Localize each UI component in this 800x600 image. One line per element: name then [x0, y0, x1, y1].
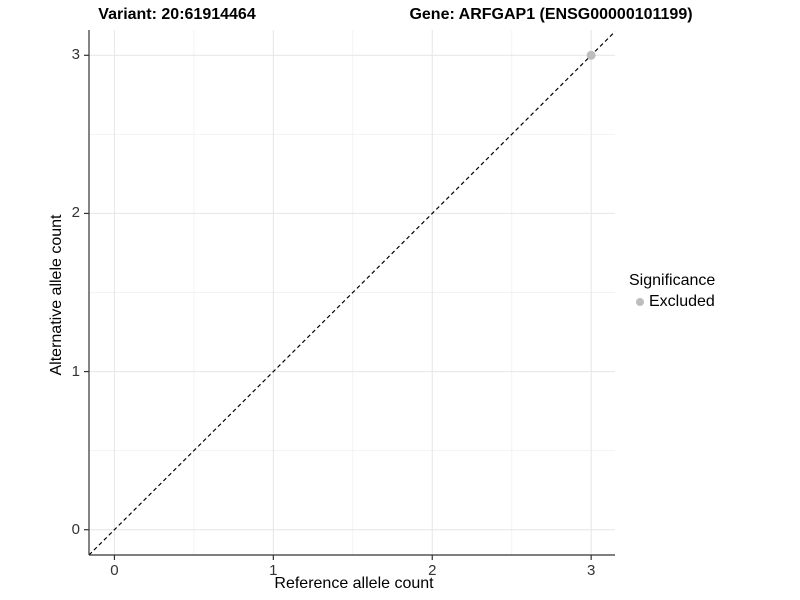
x-tick-label: 0 [110, 562, 119, 579]
x-tick-label: 3 [586, 562, 596, 579]
y-axis-title: Alternative allele count [48, 214, 65, 376]
legend-title: Significance [629, 272, 716, 289]
gene-title: Gene: ARFGAP1 (ENSG00000101199) [409, 6, 693, 23]
legend-item-label: Excluded [649, 293, 715, 310]
x-axis-title: Reference allele count [274, 575, 434, 592]
y-tick-label: 0 [71, 520, 80, 538]
excluded-point-icon [636, 298, 644, 306]
x-tick-label: 1 [269, 562, 278, 579]
y-tick-label: 1 [71, 362, 80, 380]
plot-panel [84, 30, 616, 560]
x-tick-label: 2 [428, 562, 437, 579]
variant-title: Variant: 20:61914464 [98, 6, 256, 23]
data-point-excluded [586, 50, 596, 60]
legend: Significance Excluded [629, 272, 715, 311]
identity-line [88, 31, 616, 556]
legend-item-excluded: Excluded [629, 293, 715, 311]
y-tick-label: 2 [71, 204, 80, 222]
y-tick-label: 3 [71, 46, 80, 64]
